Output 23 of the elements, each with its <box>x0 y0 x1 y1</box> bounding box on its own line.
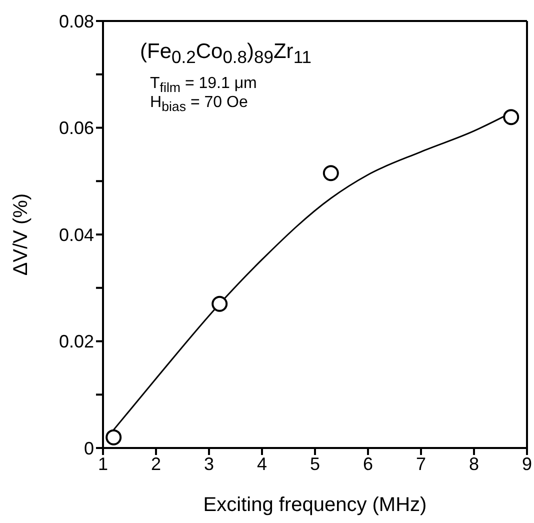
point <box>322 165 339 182</box>
x-tick-label: 3 <box>204 454 214 474</box>
x-tick-label: 7 <box>416 454 426 474</box>
point <box>106 429 122 446</box>
x-tick-label: 5 <box>310 454 320 474</box>
x-axis-title: Exciting frequency (MHz) <box>203 494 427 516</box>
x-tick-label: 4 <box>256 454 268 474</box>
y-axis-title: ΔV/V (%) <box>10 193 32 276</box>
annotation: (Fe$_{0.2}$Co$_{0.8}$)$_{89}$Zr$_{11}$ <box>140 40 312 68</box>
y-tick-label: 0.06 <box>58 118 94 138</box>
y-tick-label: 0.02 <box>58 332 94 352</box>
y-tick-label: 0 <box>84 438 94 458</box>
x-tick-label: 1 <box>98 454 108 474</box>
point <box>212 296 228 312</box>
x-tick-label: 8 <box>468 454 480 474</box>
x-tick-label: 6 <box>362 454 374 474</box>
y-tick-label: 0.08 <box>58 11 94 32</box>
annotation: H$_{bias}$ = 70 Oe <box>150 94 248 115</box>
point <box>503 109 520 126</box>
x-tick-label: 2 <box>150 454 162 474</box>
annotation: T$_{film}$ = 19.1 μm <box>150 75 257 96</box>
x-tick-label: 9 <box>522 454 532 474</box>
y-tick-label: 0.04 <box>58 224 94 245</box>
